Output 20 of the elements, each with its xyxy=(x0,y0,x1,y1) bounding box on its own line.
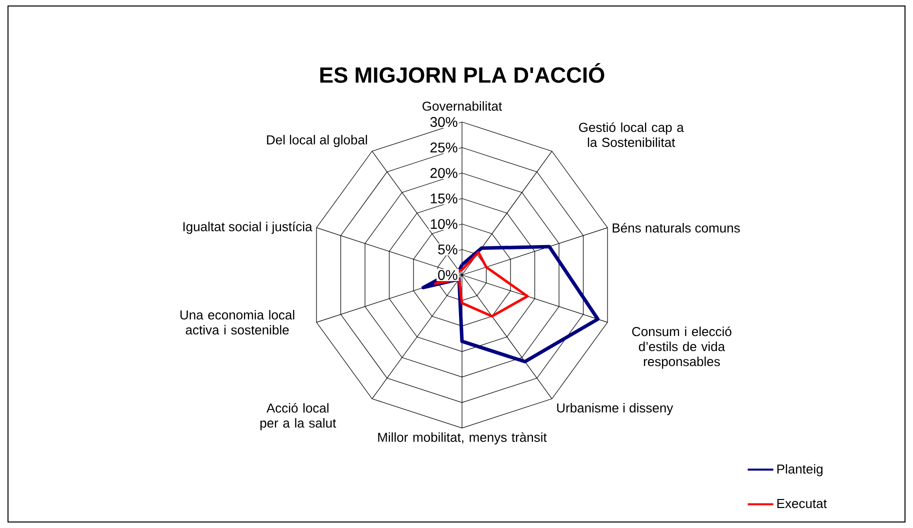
spoke-label: Urbanisme i disseny xyxy=(557,402,674,416)
y-tick-label: 5% xyxy=(438,244,458,254)
spoke-label: Del local al global xyxy=(267,134,367,148)
y-tick-label: 10% xyxy=(430,219,458,229)
spoke-label: Consum i elecció d’estils de vida responsables xyxy=(632,326,732,369)
spoke-label: Acció local per a la salut xyxy=(260,402,336,430)
chart-title: ES MIGJORN PLA D'ACCIÓ xyxy=(320,63,604,83)
y-tick-label: 20% xyxy=(430,168,458,178)
spoke-label: Igualtat social i justícia xyxy=(183,222,312,234)
spoke-label: Béns naturals comuns xyxy=(612,222,740,233)
y-tick-label: 15% xyxy=(430,194,458,204)
y-tick-label: 0% xyxy=(438,270,458,280)
spoke-label: Governabilitat xyxy=(422,101,502,111)
y-tick-label: 30% xyxy=(430,117,458,127)
spoke-label: Gestió local cap a la Sostenibilitat xyxy=(579,122,684,148)
legend-label: Planteig xyxy=(777,464,822,476)
spoke-label: Una economia local activa i sostenible xyxy=(180,310,294,335)
y-tick-label: 25% xyxy=(430,142,458,152)
spoke-label: Millor mobilitat, menys trànsit xyxy=(378,432,547,444)
legend-label: Executat xyxy=(777,499,827,508)
